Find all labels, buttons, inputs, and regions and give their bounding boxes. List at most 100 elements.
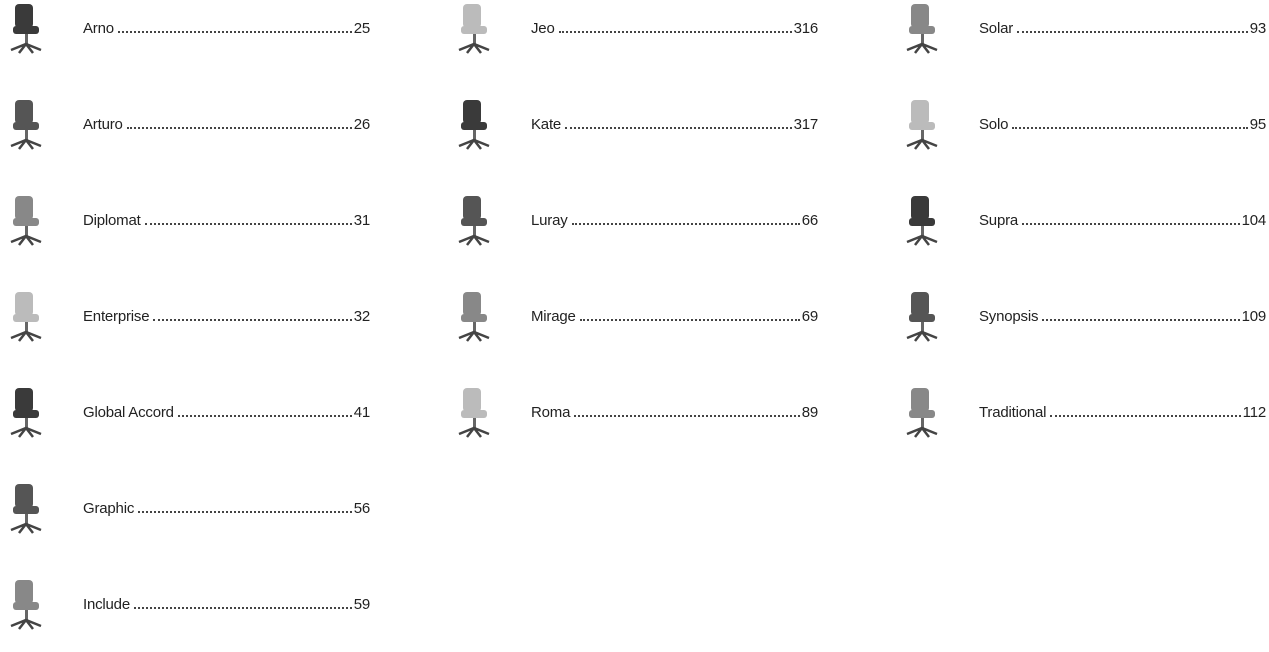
- chair-icon: [10, 4, 42, 54]
- chair-icon: [458, 292, 490, 342]
- index-entry: Traditional 112: [899, 364, 1267, 460]
- chair-part: [13, 602, 39, 610]
- chair-name: Arturo: [83, 115, 123, 133]
- chair-icon: [10, 388, 42, 438]
- page-number: 112: [1242, 403, 1267, 421]
- index-entry: Supra 104: [899, 172, 1267, 268]
- index-page: {"columns": [ [{"name": "Arno", "page": …: [3, 0, 1267, 630]
- index-entry: Include 59: [3, 556, 371, 652]
- entry-line: Traditional 112: [979, 404, 1266, 421]
- chair-name: Traditional: [979, 403, 1047, 421]
- chair-part: [909, 314, 935, 322]
- chair-icon: [10, 484, 42, 534]
- entry-line: Solar 93: [979, 20, 1266, 37]
- chair-part: [10, 138, 42, 150]
- chair-part: [15, 388, 33, 412]
- chair-part: [461, 26, 487, 34]
- chair-part: [911, 100, 929, 124]
- chair-icon: [906, 196, 938, 246]
- dot-leader: [144, 222, 352, 225]
- dot-leader: [138, 510, 352, 513]
- index-entry: Synopsis 109: [899, 268, 1267, 364]
- chair-part: [10, 618, 42, 630]
- chair-part: [463, 4, 481, 28]
- chair-icon: [906, 388, 938, 438]
- chair-part: [921, 418, 924, 428]
- chair-part: [906, 234, 938, 246]
- index-entry: Roma 89: [451, 364, 819, 460]
- index-entry: Luray 66: [451, 172, 819, 268]
- chair-part: [458, 42, 490, 54]
- dot-leader: [1012, 126, 1248, 129]
- chair-part: [15, 4, 33, 28]
- entry-line: Mirage 69: [531, 308, 818, 325]
- chair-part: [463, 292, 481, 316]
- index-entry: Enterprise 32: [3, 268, 371, 364]
- dot-leader: [579, 318, 800, 321]
- chair-part: [473, 418, 476, 428]
- chair-name: Global Accord: [83, 403, 174, 421]
- chair-part: [15, 100, 33, 124]
- chair-part: [921, 226, 924, 236]
- chair-icon: [906, 292, 938, 342]
- chair-name: Jeo: [531, 19, 555, 37]
- index-entry: Mirage 69: [451, 268, 819, 364]
- chair-name: Include: [83, 595, 130, 613]
- chair-part: [15, 292, 33, 316]
- chair-part: [10, 426, 42, 438]
- index-entry: Arno 25: [3, 0, 371, 76]
- index-entry: Global Accord 41: [3, 364, 371, 460]
- chair-part: [15, 196, 33, 220]
- entry-line: Kate 317: [531, 116, 818, 133]
- chair-part: [13, 314, 39, 322]
- index-entry: Graphic 56: [3, 460, 371, 556]
- chair-part: [10, 42, 42, 54]
- chair-name: Mirage: [531, 307, 576, 325]
- dot-leader: [1042, 318, 1240, 321]
- dot-leader: [153, 318, 352, 321]
- chair-part: [911, 388, 929, 412]
- entry-line: Include 59: [83, 596, 370, 613]
- chair-part: [25, 514, 28, 524]
- chair-part: [911, 4, 929, 28]
- chair-part: [473, 322, 476, 332]
- dot-leader: [1050, 414, 1241, 417]
- chair-name: Solo: [979, 115, 1009, 133]
- entry-line: Jeo 316: [531, 20, 818, 37]
- entry-line: Luray 66: [531, 212, 818, 229]
- chair-part: [25, 34, 28, 44]
- chair-name: Solar: [979, 19, 1014, 37]
- chair-part: [461, 122, 487, 130]
- page-number: 66: [801, 211, 819, 229]
- chair-part: [473, 226, 476, 236]
- page-number: 109: [1241, 307, 1267, 325]
- page-number: 59: [353, 595, 371, 613]
- index-entry: Kate 317: [451, 76, 819, 172]
- chair-part: [458, 426, 490, 438]
- chair-part: [461, 314, 487, 322]
- entry-line: Solo 95: [979, 116, 1266, 133]
- chair-name: Roma: [531, 403, 571, 421]
- chair-part: [13, 26, 39, 34]
- chair-name: Kate: [531, 115, 562, 133]
- dot-leader: [574, 414, 800, 417]
- chair-part: [909, 122, 935, 130]
- index-entry: Arturo 26: [3, 76, 371, 172]
- chair-part: [911, 196, 929, 220]
- chair-part: [458, 330, 490, 342]
- chair-part: [25, 226, 28, 236]
- chair-part: [909, 218, 935, 226]
- chair-part: [10, 522, 42, 534]
- page-number: 69: [801, 307, 819, 325]
- page-number: 32: [353, 307, 371, 325]
- chair-part: [25, 322, 28, 332]
- dot-leader: [1017, 30, 1248, 33]
- entry-line: Arturo 26: [83, 116, 370, 133]
- chair-name: Graphic: [83, 499, 135, 517]
- entry-line: Synopsis 109: [979, 308, 1266, 325]
- chair-part: [461, 410, 487, 418]
- chair-part: [15, 484, 33, 508]
- chair-part: [461, 218, 487, 226]
- chair-part: [921, 322, 924, 332]
- chair-name: Diplomat: [83, 211, 141, 229]
